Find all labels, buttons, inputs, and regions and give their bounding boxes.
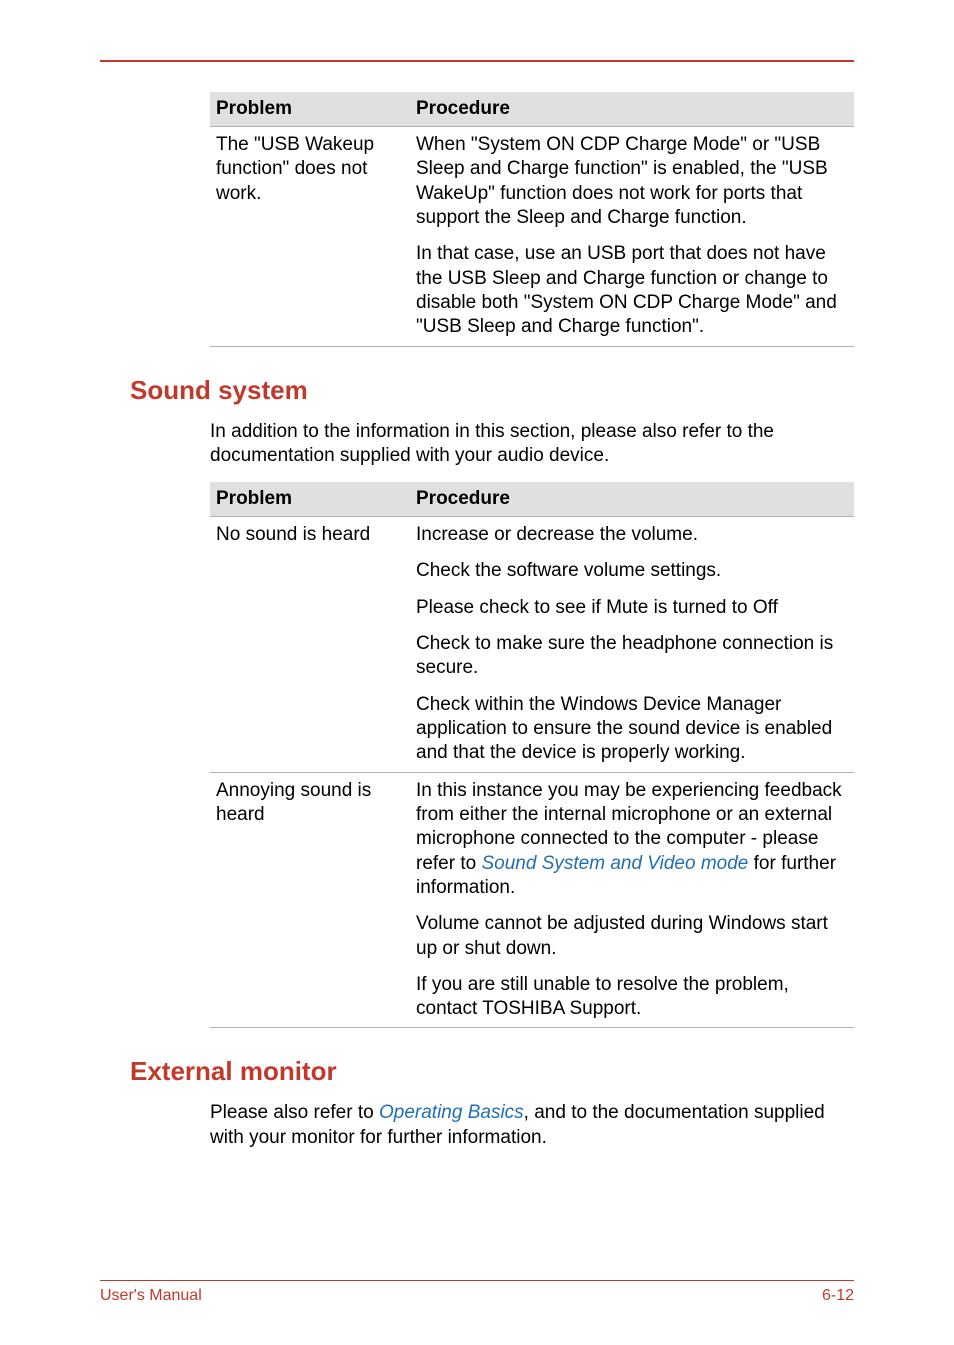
procedure-cell: Check to make sure the headphone connect… xyxy=(410,626,854,687)
problem-cell: The "USB Wakeup function" does not work. xyxy=(210,127,410,347)
table-header-row: Problem Procedure xyxy=(210,482,854,517)
col-header-procedure: Procedure xyxy=(410,92,854,127)
problem-cell: No sound is heard xyxy=(210,517,410,773)
col-header-procedure: Procedure xyxy=(410,482,854,517)
procedure-cell: Check within the Windows Device Manager … xyxy=(410,687,854,772)
page-footer: User's Manual 6-12 xyxy=(100,1280,854,1305)
external-monitor-intro: Please also refer to Operating Basics, a… xyxy=(210,1101,854,1150)
sound-video-link[interactable]: Sound System and Video mode xyxy=(481,853,748,874)
procedure-cell: In that case, use an USB port that does … xyxy=(410,236,854,346)
operating-basics-link[interactable]: Operating Basics xyxy=(379,1102,524,1123)
procedure-cell: Check the software volume settings. xyxy=(410,553,854,589)
col-header-problem: Problem xyxy=(210,482,410,517)
col-header-problem: Problem xyxy=(210,92,410,127)
procedure-cell: In this instance you may be experiencing… xyxy=(410,772,854,906)
page: Problem Procedure The "USB Wakeup functi… xyxy=(0,0,954,1345)
procedure-cell: When "System ON CDP Charge Mode" or "USB… xyxy=(410,127,854,237)
table-row: Annoying sound is heard In this instance… xyxy=(210,772,854,906)
sound-table-block: Problem Procedure No sound is heard Incr… xyxy=(210,482,854,1028)
footer-left: User's Manual xyxy=(100,1287,202,1305)
table-row: No sound is heard Increase or decrease t… xyxy=(210,517,854,554)
monitor-intro-pre: Please also refer to xyxy=(210,1102,379,1123)
procedure-cell: Volume cannot be adjusted during Windows… xyxy=(410,906,854,967)
footer-right: 6-12 xyxy=(822,1287,854,1305)
procedure-cell: Increase or decrease the volume. xyxy=(410,517,854,554)
procedure-cell: Please check to see if Mute is turned to… xyxy=(410,590,854,626)
external-monitor-heading: External monitor xyxy=(130,1056,854,1087)
procedure-cell: If you are still unable to resolve the p… xyxy=(410,967,854,1028)
usb-wakeup-table-block: Problem Procedure The "USB Wakeup functi… xyxy=(210,92,854,347)
problem-cell: Annoying sound is heard xyxy=(210,772,410,1028)
sound-system-intro: In addition to the information in this s… xyxy=(210,420,854,469)
usb-wakeup-table: Problem Procedure The "USB Wakeup functi… xyxy=(210,92,854,347)
table-row: The "USB Wakeup function" does not work.… xyxy=(210,127,854,237)
sound-system-heading: Sound system xyxy=(130,375,854,406)
top-rule xyxy=(100,60,854,62)
sound-table: Problem Procedure No sound is heard Incr… xyxy=(210,482,854,1028)
table-header-row: Problem Procedure xyxy=(210,92,854,127)
